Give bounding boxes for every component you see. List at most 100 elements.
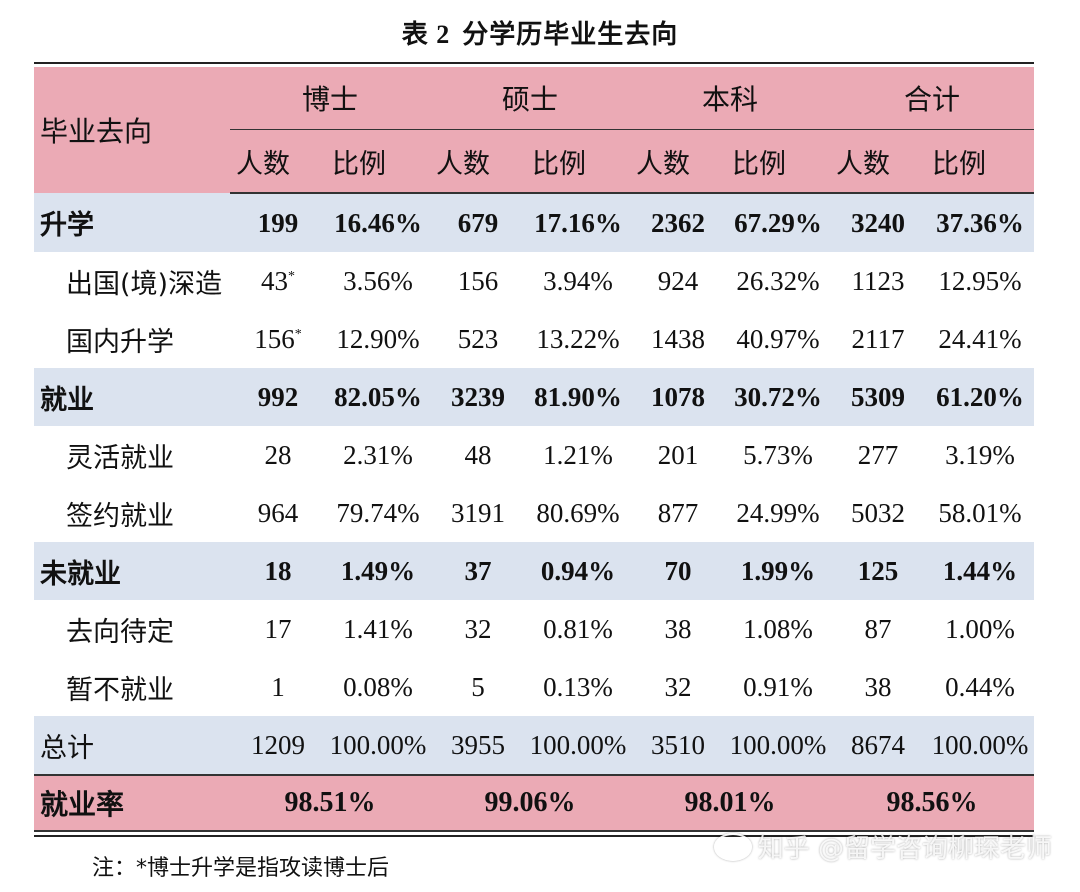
cell: 0.81% [543,613,613,644]
cell: 18 [230,542,326,600]
cell: 30.72% [726,368,830,426]
cell: 5 [471,671,485,702]
cell: 16.46% [326,193,430,252]
cell: 3191 [451,497,505,528]
cell: 100.00% [926,716,1034,775]
cell: 5032 [851,497,905,528]
group-header-total: 合计 [830,67,1034,130]
cell: 80.69% [536,497,620,528]
table-title-text: 分学历毕业生去向 [462,20,679,50]
row-label: 总计 [34,716,230,775]
cell: 1123 [851,265,905,296]
cell: 37 [430,542,526,600]
cell: 12.90% [336,323,420,354]
sub-header-ratio: 比例 [526,129,630,194]
cell: 1.99% [726,542,830,600]
table-title: 表 2 分学历毕业生去向 [0,14,1080,51]
rate-master: 99.06% [430,774,630,832]
cell: 0.08% [343,671,413,702]
table-row: 签约就业 964 79.74% 3191 80.69% 877 24.99% 5… [34,484,1034,542]
row-label: 灵活就业 [66,442,174,474]
cell: 38 [864,671,892,702]
table-row: 暂不就业 1 0.08% 5 0.13% 32 0.91% 38 0.44% [34,658,1034,716]
cell: 28 [264,439,292,470]
cell: 1078 [630,368,726,426]
row-label: 出国(境)深造 [66,268,223,300]
cell: 5.73% [743,439,813,470]
cell: 67.29% [726,193,830,252]
cell: 0.13% [543,671,613,702]
cell: 125 [830,542,926,600]
cell: 79.74% [336,497,420,528]
cell: 38 [664,613,692,644]
watermark: 知乎 @留学咨询柳琛老师 [713,828,1052,865]
table-row: 未就业 18 1.49% 37 0.94% 70 1.99% 125 1.44% [34,542,1034,600]
cell: 2117 [851,323,905,354]
cell: 0.44% [945,671,1015,702]
cell: 61.20% [926,368,1034,426]
cell: 156 [457,265,499,296]
row-label: 签约就业 [66,500,174,532]
watermark-text: 知乎 @留学咨询柳琛老师 [757,834,1052,864]
sub-header-ratio: 比例 [926,129,1034,194]
cell: 12.95% [938,265,1022,296]
cell: 24.41% [938,323,1022,354]
sub-header-ratio: 比例 [726,129,830,194]
cell: 1.44% [926,542,1034,600]
cell: 277 [857,439,899,470]
cell: 32 [664,671,692,702]
group-header-master: 硕士 [430,67,630,130]
table-number: 表 2 [401,20,451,49]
cell: 523 [457,323,499,354]
employment-rate-row: 就业率 98.51% 99.06% 98.01% 98.56% [34,774,1034,832]
cell: 82.05% [326,368,430,426]
group-header-phd: 博士 [230,67,430,130]
cell: 3240 [830,193,926,252]
cell: 5309 [830,368,926,426]
cell: 100.00% [726,716,830,775]
row-label: 就业率 [34,774,230,832]
cell: 70 [630,542,726,600]
cell: 43* [230,252,326,310]
cell: 1.21% [543,439,613,470]
sub-header-count: 人数 [230,129,326,194]
cell: 2.31% [343,439,413,470]
table-row: 升学 199 16.46% 679 17.16% 2362 67.29% 324… [34,193,1034,252]
table-row: 出国(境)深造 43* 3.56% 156 3.94% 924 26.32% 1… [34,252,1034,310]
cell: 48 [464,439,492,470]
cell: 17 [264,613,292,644]
asterisk-mark: * [288,268,295,284]
row-label: 去向待定 [66,616,174,648]
cell: 100.00% [326,716,430,775]
cell: 1.00% [945,613,1015,644]
asterisk-mark: * [294,326,302,342]
cell: 3239 [430,368,526,426]
cell: 877 [657,497,699,528]
cell: 3955 [430,716,526,775]
cell: 3.94% [543,265,613,296]
header-row-groups: 毕业去向 博士 硕士 本科 合计 [34,67,1034,193]
rate-phd: 98.51% [230,774,430,832]
cell: 3.19% [945,439,1015,470]
graduate-destination-table: 毕业去向 博士 硕士 本科 合计 人数 比例 人数 比例 人数 比例 人数 比例… [34,62,1034,837]
cell: 679 [430,193,526,252]
table-row: 去向待定 17 1.41% 32 0.81% 38 1.08% 87 1.00% [34,600,1034,658]
rate-total: 98.56% [830,774,1034,832]
cell: 17.16% [526,193,630,252]
row-label: 就业 [34,368,230,426]
cell: 87 [864,613,892,644]
header-row-sub: 人数 比例 人数 比例 人数 比例 人数 比例 [34,129,1034,194]
cell: 81.90% [526,368,630,426]
cell: 2362 [630,193,726,252]
cell: 3.56% [343,265,413,296]
cell: 37.36% [926,193,1034,252]
cell: 1 [271,671,285,702]
cell: 0.91% [743,671,813,702]
cell: 199 [230,193,326,252]
cell: 924 [657,265,699,296]
cell: 1.08% [743,613,813,644]
cell: 58.01% [938,497,1022,528]
group-header-bachelor: 本科 [630,67,830,130]
sub-header-ratio: 比例 [326,129,430,194]
row-label: 升学 [34,193,230,252]
